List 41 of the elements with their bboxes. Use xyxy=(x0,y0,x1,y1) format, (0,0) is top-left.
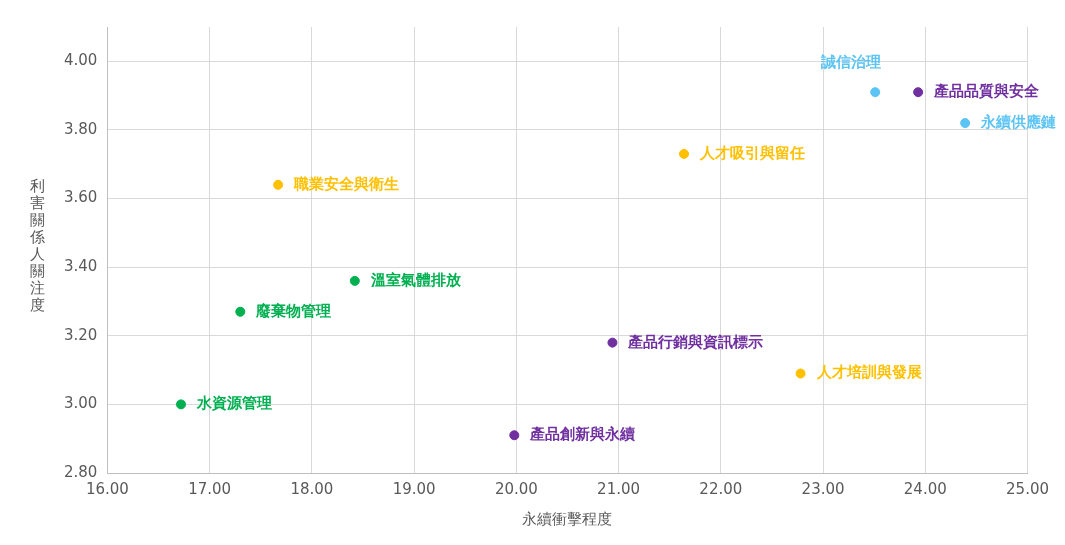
x-tick-label: 22.00 xyxy=(699,479,743,498)
point xyxy=(273,179,284,190)
series-label: 職業安全與衛生 xyxy=(293,174,400,193)
x-tick-label: 18.00 xyxy=(290,479,334,498)
x-axis-title: 永續衝擊程度 xyxy=(522,509,613,528)
series-label: 誠信治理 xyxy=(820,53,882,72)
point xyxy=(870,87,881,98)
point xyxy=(509,430,520,441)
x-tick-label: 20.00 xyxy=(494,479,538,498)
series-label: 人才培訓與發展 xyxy=(815,363,922,382)
series-label: 人才吸引與留任 xyxy=(699,143,806,162)
point xyxy=(607,337,618,348)
series-label: 廢棄物管理 xyxy=(255,301,332,320)
x-tick-label: 19.00 xyxy=(392,479,436,498)
series-label: 產品創新與永續 xyxy=(529,425,636,444)
point xyxy=(679,148,690,159)
point xyxy=(913,87,924,98)
x-tick-label: 25.00 xyxy=(1006,479,1050,498)
y-axis-title: 利害關係人關注度 xyxy=(28,177,46,314)
series-label: 水資源管理 xyxy=(196,394,273,413)
y-tick-label: 3.80 xyxy=(63,119,98,138)
series-label: 永續供應鏈 xyxy=(980,112,1058,131)
y-tick-label: 3.20 xyxy=(63,325,98,344)
series-label: 產品品質與安全 xyxy=(933,82,1041,101)
x-tick-label: 17.00 xyxy=(188,479,232,498)
y-tick-label: 4.00 xyxy=(63,51,98,70)
x-tick-label: 23.00 xyxy=(801,479,845,498)
point xyxy=(349,275,360,286)
point xyxy=(960,118,971,129)
y-tick-label: 3.60 xyxy=(63,188,98,207)
y-tick-label: 3.00 xyxy=(63,394,98,413)
series-label: 溫室氣體排放 xyxy=(369,270,462,289)
point xyxy=(795,368,806,379)
point xyxy=(235,306,246,317)
x-tick-label: 24.00 xyxy=(903,479,947,498)
point xyxy=(176,399,187,410)
x-tick-label: 16.00 xyxy=(85,479,129,498)
x-tick-label: 21.00 xyxy=(597,479,641,498)
y-tick-label: 3.40 xyxy=(63,257,98,276)
y-tick-label: 2.80 xyxy=(63,462,98,481)
series-label: 產品行銷與資訊標示 xyxy=(627,332,764,351)
